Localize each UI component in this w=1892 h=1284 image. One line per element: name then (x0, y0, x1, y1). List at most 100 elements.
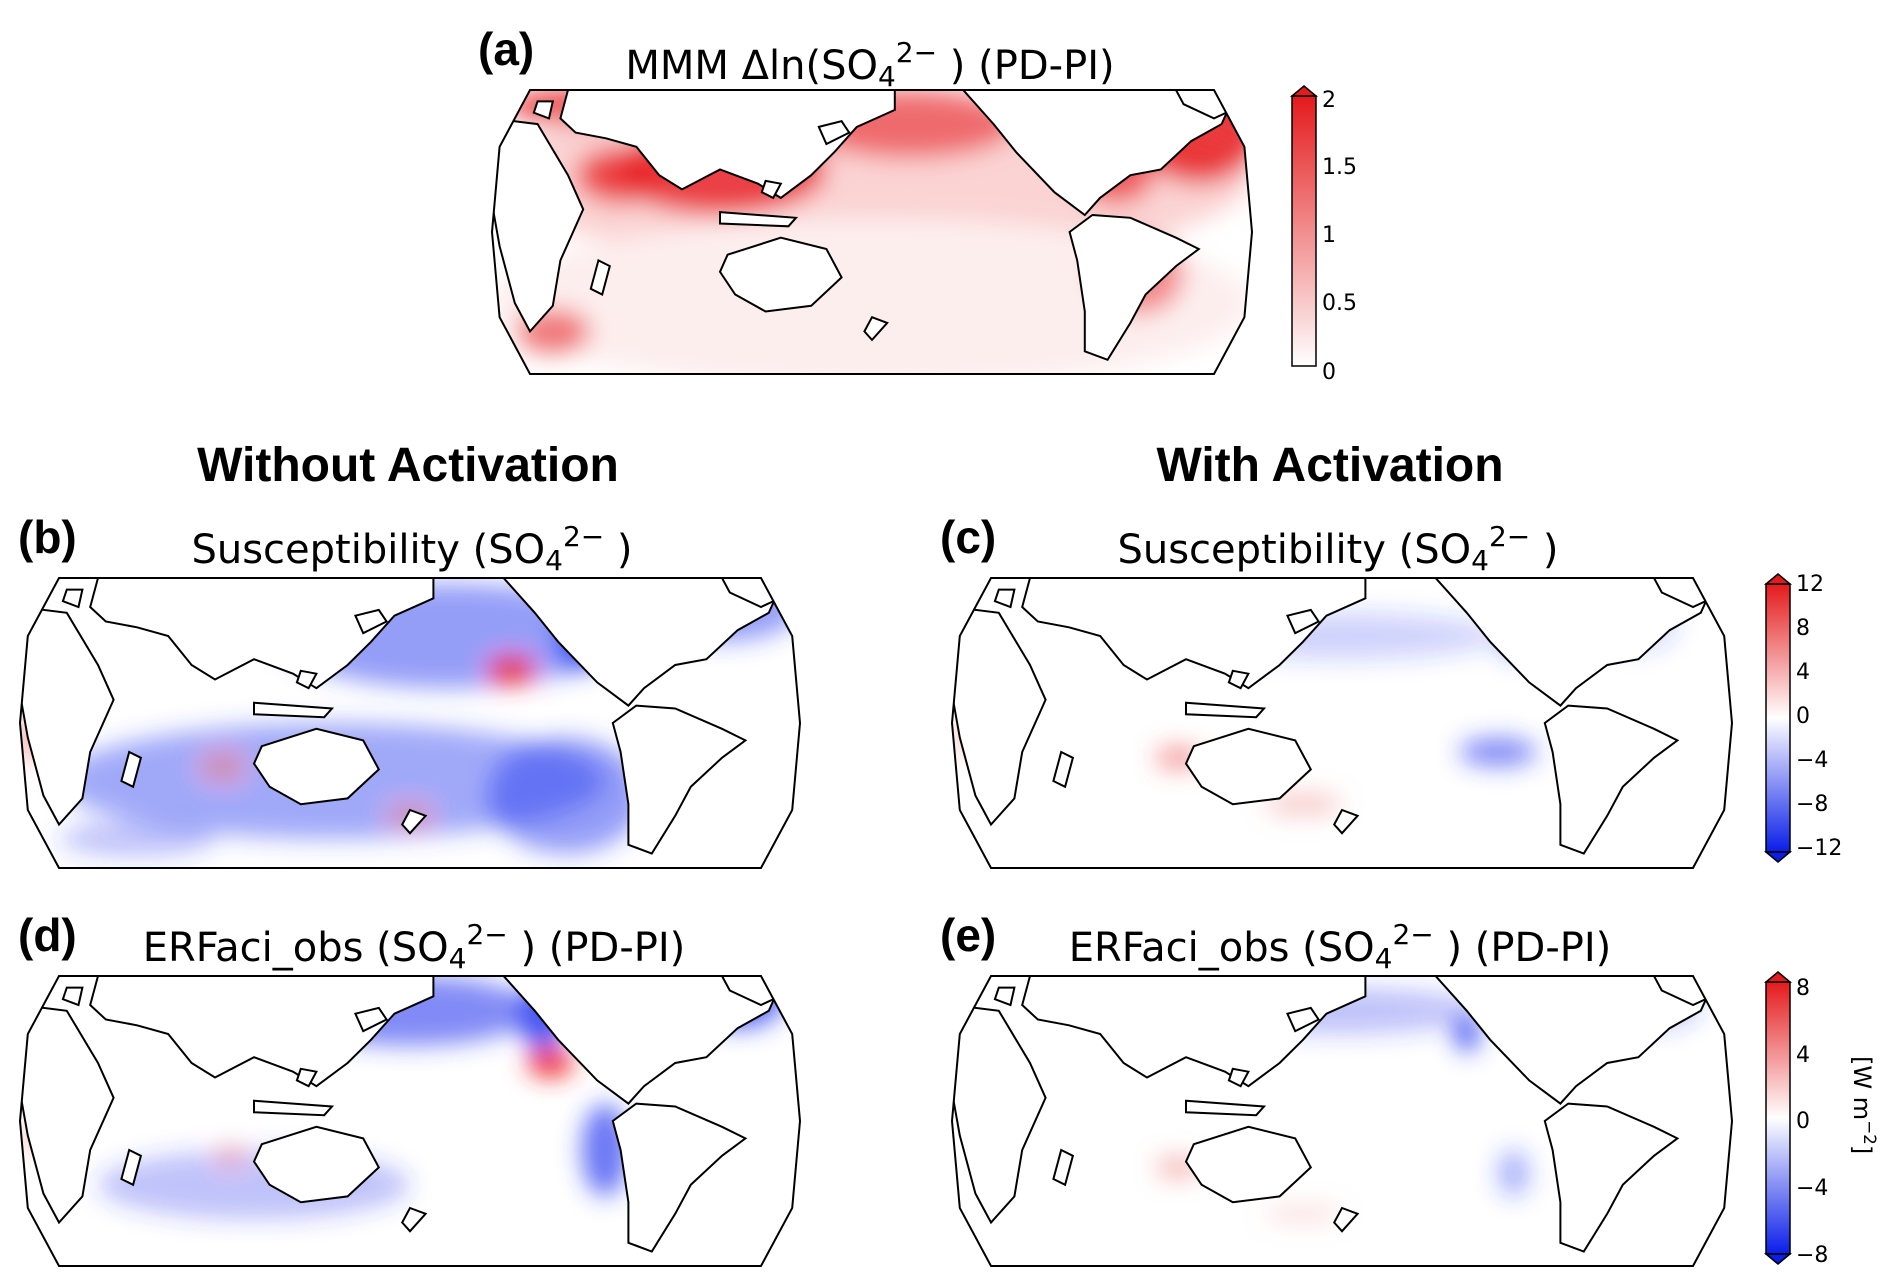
land-philippines (1227, 1067, 1250, 1088)
map-outline (950, 577, 1734, 869)
land-eurasia (1021, 976, 1367, 1088)
land-north-america (501, 976, 786, 1105)
land-new-zealand (1332, 1206, 1360, 1233)
land-australia (252, 727, 381, 806)
land-madagascar (120, 1148, 143, 1187)
field-anomaly (492, 217, 1252, 374)
colorbar-a-tick-2: 1 (1322, 223, 1336, 248)
land-australia (1184, 727, 1313, 806)
colorbar-a-tick-4: 0 (1322, 360, 1336, 385)
colorbar-de-tick-0: 8 (1796, 976, 1810, 1001)
land-africa (20, 1003, 115, 1225)
colorbar-bc-tick-5: −8 (1796, 792, 1829, 817)
panel-title-c: Susceptibility (SO42− ) (1117, 520, 1559, 577)
colorbar-bc-tick-0: 12 (1796, 572, 1824, 597)
land-philippines (760, 179, 783, 200)
land-australia (1184, 1125, 1313, 1204)
map-panel-d (18, 975, 802, 1267)
land-indonesia (253, 701, 335, 719)
panel-title-e: ERFaci_obs (SO42− ) (PD-PI) (1068, 918, 1612, 975)
field-anomaly (488, 737, 644, 854)
land-africa (952, 1003, 1047, 1225)
section-title-with-activation: With Activation (1156, 439, 1504, 492)
colorbar-extend-top (1763, 573, 1793, 585)
colorbar-gradient (1291, 95, 1317, 367)
land-madagascar (1052, 1148, 1075, 1187)
land-indonesia (1185, 701, 1267, 719)
colorbar-de (1763, 971, 1793, 1265)
field-anomaly (488, 656, 535, 686)
colorbar-extend-top (1289, 85, 1319, 97)
field-anomaly (1264, 1205, 1342, 1223)
land-north-america (501, 578, 786, 707)
field-anomaly (1459, 737, 1537, 767)
field-anomaly (215, 1147, 247, 1165)
land-africa (952, 605, 1047, 827)
land-south-america (1068, 213, 1201, 362)
panel-title-b: Susceptibility (SO42− ) (191, 520, 633, 577)
land-australia (718, 236, 843, 313)
land-new-zealand (400, 1206, 428, 1233)
land-new-zealand (863, 315, 889, 342)
colorbar-bc-tick-3: 0 (1796, 704, 1810, 729)
colorbar-gradient (1765, 981, 1791, 1255)
map-panel-a (490, 89, 1254, 375)
colorbar-gradient (1765, 583, 1791, 853)
land-south-america (1543, 704, 1680, 855)
land-indonesia (719, 211, 799, 228)
land-japan (353, 608, 389, 635)
land-japan (1285, 1006, 1321, 1033)
panel-title-a: MMM Δln(SO42− ) (PD-PI) (625, 36, 1115, 93)
land-uk (993, 986, 1016, 1007)
colorbar-bc (1763, 573, 1793, 863)
colorbar-a-tick-1: 1.5 (1322, 155, 1357, 180)
section-title-without-activation: Without Activation (197, 439, 619, 492)
panel-letter-a: (a) (478, 23, 535, 75)
land-uk (532, 100, 555, 120)
land-eurasia (89, 976, 435, 1088)
land-north-america (1433, 976, 1718, 1105)
panel-letter-e: (e) (940, 909, 997, 961)
land-south-america (1543, 1102, 1680, 1253)
land-eurasia (559, 90, 896, 200)
colorbar-de-tick-4: −8 (1796, 1243, 1829, 1268)
panel-letter-c: (c) (940, 511, 997, 563)
map-panel-c (950, 577, 1734, 869)
colorbar-de-tick-1: 4 (1796, 1043, 1810, 1068)
field-anomaly (199, 752, 247, 781)
map-outline (18, 577, 802, 869)
field-anomaly (59, 821, 215, 857)
land-africa (492, 117, 585, 334)
land-madagascar (1052, 750, 1075, 789)
colorbar-extend-top (1763, 971, 1793, 983)
land-uk (993, 588, 1016, 609)
map-panel-b (18, 577, 802, 869)
map-panel-e (950, 975, 1734, 1267)
land-japan (1285, 608, 1321, 635)
land-south-america (611, 1102, 748, 1253)
panel-title-d: ERFaci_obs (SO42− ) (PD-PI) (142, 918, 686, 975)
colorbar-de-tick-3: −4 (1796, 1176, 1829, 1201)
map-outline (18, 975, 802, 1267)
colorbar-bc-tick-4: −4 (1796, 748, 1829, 773)
colorbar-de-tick-2: 0 (1796, 1109, 1810, 1134)
land-uk (61, 588, 84, 609)
colorbar-extend-bottom (1763, 1253, 1793, 1265)
land-north-america (960, 90, 1239, 217)
field-anomaly (1498, 1150, 1530, 1197)
field-anomaly (527, 1048, 574, 1078)
land-north-america (1433, 578, 1718, 707)
land-indonesia (253, 1099, 335, 1117)
colorbar-a-tick-0: 2 (1322, 88, 1336, 113)
colorbar-bc-tick-6: −12 (1796, 836, 1843, 861)
land-philippines (1227, 669, 1250, 690)
field-anomaly (1455, 1016, 1479, 1052)
land-uk (61, 986, 84, 1007)
panel-letter-b: (b) (18, 511, 77, 563)
land-indonesia (1185, 1099, 1267, 1117)
land-australia (252, 1125, 381, 1204)
colorbar-a-tick-3: 0.5 (1322, 291, 1357, 316)
land-philippines (295, 1067, 318, 1088)
map-outline (490, 89, 1254, 375)
land-philippines (295, 669, 318, 690)
